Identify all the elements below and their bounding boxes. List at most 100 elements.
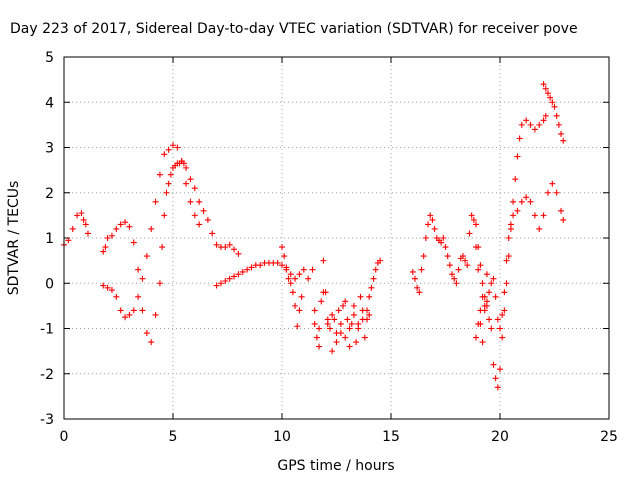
data-point [300,266,307,273]
data-point [462,257,469,264]
data-point [542,112,549,119]
data-points [61,81,567,391]
data-point [309,266,316,273]
data-point [494,316,501,323]
data-point [499,311,506,318]
data-point [368,284,375,291]
data-point [514,207,521,214]
data-point [510,198,517,205]
data-point [499,334,506,341]
data-point [409,268,416,275]
data-point [239,268,246,275]
data-point [527,121,534,128]
data-point [156,280,163,287]
data-point [479,280,486,287]
data-point [80,216,87,223]
data-point [510,212,517,219]
data-point [459,253,466,260]
data-point [163,189,170,196]
data-point [113,225,120,232]
data-point [78,210,85,217]
y-tick-label: 0 [45,276,54,292]
data-point [501,289,508,296]
data-point [549,180,556,187]
data-point [337,320,344,327]
data-point [531,126,538,133]
data-point [296,307,303,314]
data-point [440,235,447,241]
y-axis-label: SDTVAR / TECUs [6,181,22,296]
axis-tick-labels: 0 5 10 15 20 25 -3 -2 -1 0 1 2 3 4 5 [40,50,618,445]
data-point [287,280,294,287]
data-point [348,320,355,327]
data-point [505,253,512,260]
data-point [69,225,76,232]
data-point [501,307,508,314]
series-track-9 [409,212,471,296]
series-track-13 [473,244,490,346]
data-point [479,339,486,346]
series-track-6 [309,257,373,355]
data-point [222,277,229,284]
data-point [148,225,155,232]
data-point [431,225,438,232]
data-point [512,176,519,183]
data-point [547,94,554,101]
data-point [486,316,493,323]
data-point [130,307,137,314]
data-point [65,237,72,244]
y-tick-label: 1 [45,231,54,247]
data-point [100,282,107,289]
data-point [477,262,484,269]
series-track-11 [473,180,567,341]
data-point [370,275,377,282]
data-point [420,253,427,260]
data-point [248,264,255,271]
data-point [516,135,523,142]
data-point [292,275,299,282]
data-point [544,189,551,196]
data-point [139,307,146,314]
y-tick-label: -3 [40,412,54,428]
data-point [170,142,176,149]
data-point [560,216,567,223]
data-point [213,282,220,289]
data-point [311,320,318,327]
data-point [490,275,497,282]
data-point [372,266,379,273]
data-point [483,271,490,278]
data-point [117,221,124,228]
data-point [100,248,107,255]
data-point [148,339,155,346]
data-point [488,325,495,332]
data-point [213,241,220,248]
data-point [555,121,562,128]
data-point [165,180,172,187]
y-tick-label: 2 [45,186,54,202]
data-point [355,320,362,327]
data-point [536,225,543,232]
data-point [518,121,525,128]
data-point [503,257,510,264]
data-point [429,216,436,223]
data-point [313,334,320,341]
data-point [161,212,168,219]
data-point [274,259,281,266]
x-tick-label: 0 [60,429,69,445]
data-point [416,289,423,296]
y-tick-label: 3 [45,141,54,157]
data-point [257,262,264,269]
data-point [329,311,336,318]
data-point [483,298,490,305]
data-point [475,266,482,273]
data-point [165,146,172,153]
data-point [279,244,285,251]
data-point [102,244,109,251]
data-point [298,293,305,300]
data-point [473,244,480,251]
y-tick-label: -1 [40,322,54,338]
data-point [217,280,224,287]
data-point [531,212,538,219]
data-point [187,176,194,183]
